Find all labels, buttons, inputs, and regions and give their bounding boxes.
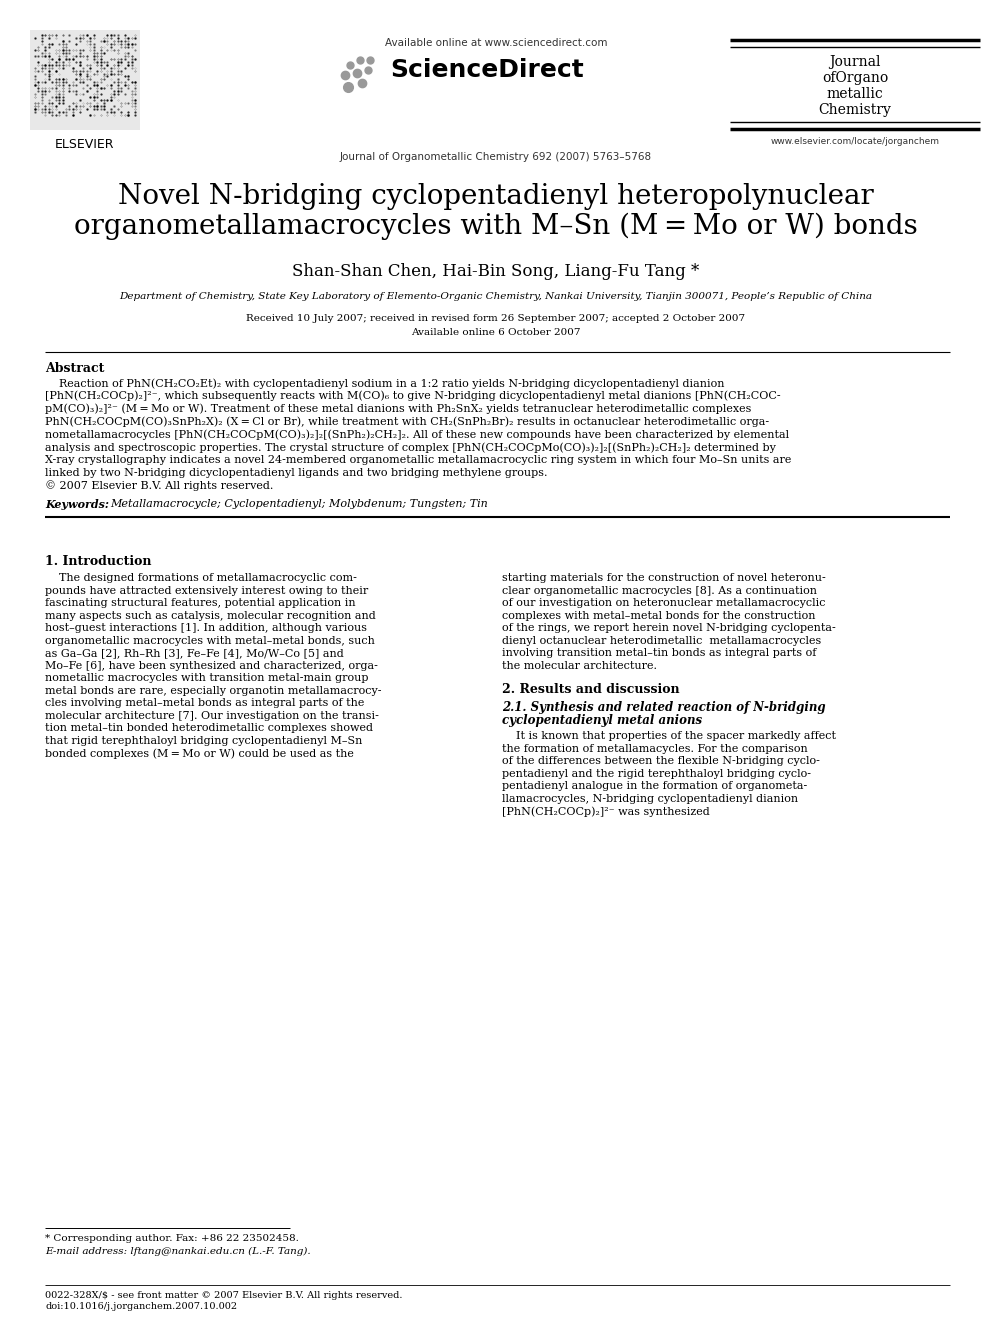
Text: doi:10.1016/j.jorganchem.2007.10.002: doi:10.1016/j.jorganchem.2007.10.002 — [45, 1302, 237, 1311]
Text: pounds have attracted extensively interest owing to their: pounds have attracted extensively intere… — [45, 586, 368, 595]
Text: linked by two N-bridging dicyclopentadienyl ligands and two bridging methylene g: linked by two N-bridging dicyclopentadie… — [45, 467, 548, 478]
Text: pM(CO)₃)₂]²⁻ (M = Mo or W). Treatment of these metal dianions with Ph₂SnX₂ yield: pM(CO)₃)₂]²⁻ (M = Mo or W). Treatment of… — [45, 404, 751, 414]
Text: The designed formations of metallamacrocyclic com-: The designed formations of metallamacroc… — [45, 573, 357, 583]
Text: pentadienyl and the rigid terephthaloyl bridging cyclo-: pentadienyl and the rigid terephthaloyl … — [502, 769, 811, 779]
Text: analysis and spectroscopic properties. The crystal structure of complex [PhN(CH₂: analysis and spectroscopic properties. T… — [45, 442, 776, 452]
Text: 1. Introduction: 1. Introduction — [45, 556, 152, 568]
Text: [PhN(CH₂COCp)₂]²⁻ was synthesized: [PhN(CH₂COCp)₂]²⁻ was synthesized — [502, 806, 709, 816]
Text: Metallamacrocycle; Cyclopentadienyl; Molybdenum; Tungsten; Tin: Metallamacrocycle; Cyclopentadienyl; Mol… — [110, 499, 488, 509]
Text: ofOrgano: ofOrgano — [822, 71, 888, 85]
Text: Available online at www.sciencedirect.com: Available online at www.sciencedirect.co… — [385, 38, 607, 48]
Text: clear organometallic macrocycles [8]. As a continuation: clear organometallic macrocycles [8]. As… — [502, 586, 817, 595]
Text: nometallic macrocycles with transition metal-main group: nometallic macrocycles with transition m… — [45, 673, 368, 683]
Text: [PhN(CH₂COCp)₂]²⁻, which subsequently reacts with M(CO)₆ to give N-bridging dicy: [PhN(CH₂COCp)₂]²⁻, which subsequently re… — [45, 390, 781, 401]
Text: cles involving metal–metal bonds as integral parts of the: cles involving metal–metal bonds as inte… — [45, 699, 364, 708]
Text: organometallic macrocycles with metal–metal bonds, such: organometallic macrocycles with metal–me… — [45, 635, 375, 646]
Text: of the differences between the flexible N-bridging cyclo-: of the differences between the flexible … — [502, 757, 819, 766]
Text: fascinating structural features, potential application in: fascinating structural features, potenti… — [45, 598, 355, 609]
Text: host–guest interactions [1]. In addition, although various: host–guest interactions [1]. In addition… — [45, 623, 367, 634]
Text: * Corresponding author. Fax: +86 22 23502458.: * Corresponding author. Fax: +86 22 2350… — [45, 1234, 299, 1244]
Text: Reaction of PhN(CH₂CO₂Et)₂ with cyclopentadienyl sodium in a 1:2 ratio yields N-: Reaction of PhN(CH₂CO₂Et)₂ with cyclopen… — [45, 378, 724, 389]
Text: Chemistry: Chemistry — [818, 103, 892, 116]
Text: llamacrocycles, N-bridging cyclopentadienyl dianion: llamacrocycles, N-bridging cyclopentadie… — [502, 794, 799, 803]
Text: Department of Chemistry, State Key Laboratory of Elemento-Organic Chemistry, Nan: Department of Chemistry, State Key Labor… — [119, 292, 873, 302]
Text: metal bonds are rare, especially organotin metallamacrocy-: metal bonds are rare, especially organot… — [45, 685, 382, 696]
Text: that rigid terephthaloyl bridging cyclopentadienyl M–Sn: that rigid terephthaloyl bridging cyclop… — [45, 736, 362, 746]
Text: © 2007 Elsevier B.V. All rights reserved.: © 2007 Elsevier B.V. All rights reserved… — [45, 480, 274, 491]
Text: X-ray crystallography indicates a novel 24-membered organometallic metallamacroc: X-ray crystallography indicates a novel … — [45, 455, 792, 464]
Text: Novel N-bridging cyclopentadienyl heteropolynuclear: Novel N-bridging cyclopentadienyl hetero… — [118, 183, 874, 210]
Text: Shan-Shan Chen, Hai-Bin Song, Liang-Fu Tang *: Shan-Shan Chen, Hai-Bin Song, Liang-Fu T… — [293, 263, 699, 280]
Text: E-mail address: lftang@nankai.edu.cn (L.-F. Tang).: E-mail address: lftang@nankai.edu.cn (L.… — [45, 1248, 310, 1256]
Text: involving transition metal–tin bonds as integral parts of: involving transition metal–tin bonds as … — [502, 648, 816, 659]
Text: organometallamacrocycles with M–Sn (M = Mo or W) bonds: organometallamacrocycles with M–Sn (M = … — [74, 213, 918, 241]
Text: Journal of Organometallic Chemistry 692 (2007) 5763–5768: Journal of Organometallic Chemistry 692 … — [340, 152, 652, 161]
Text: Available online 6 October 2007: Available online 6 October 2007 — [412, 328, 580, 337]
Text: complexes with metal–metal bonds for the construction: complexes with metal–metal bonds for the… — [502, 611, 815, 620]
Text: as Ga–Ga [2], Rh–Rh [3], Fe–Fe [4], Mo/W–Co [5] and: as Ga–Ga [2], Rh–Rh [3], Fe–Fe [4], Mo/W… — [45, 648, 344, 659]
Text: Keywords:: Keywords: — [45, 499, 109, 511]
Text: of the rings, we report herein novel N-bridging cyclopenta-: of the rings, we report herein novel N-b… — [502, 623, 835, 634]
Text: metallic: metallic — [826, 87, 883, 101]
Text: many aspects such as catalysis, molecular recognition and: many aspects such as catalysis, molecula… — [45, 611, 376, 620]
Text: Received 10 July 2007; received in revised form 26 September 2007; accepted 2 Oc: Received 10 July 2007; received in revis… — [246, 314, 746, 323]
Text: the formation of metallamacycles. For the comparison: the formation of metallamacycles. For th… — [502, 744, 807, 754]
Text: the molecular architecture.: the molecular architecture. — [502, 660, 657, 671]
Text: 2. Results and discussion: 2. Results and discussion — [502, 683, 680, 696]
Text: ScienceDirect: ScienceDirect — [390, 58, 583, 82]
Text: It is known that properties of the spacer markedly affect: It is known that properties of the space… — [502, 732, 836, 741]
Text: 0022-328X/$ - see front matter © 2007 Elsevier B.V. All rights reserved.: 0022-328X/$ - see front matter © 2007 El… — [45, 1291, 403, 1301]
Text: of our investigation on heteronuclear metallamacrocyclic: of our investigation on heteronuclear me… — [502, 598, 825, 609]
Text: nometallamacrocycles [PhN(CH₂COCpM(CO)₃)₂]₂[(SnPh₂)₂CH₂]₂. All of these new comp: nometallamacrocycles [PhN(CH₂COCpM(CO)₃)… — [45, 429, 789, 439]
Text: Journal: Journal — [829, 56, 881, 69]
Text: bonded complexes (M = Mo or W) could be used as the: bonded complexes (M = Mo or W) could be … — [45, 749, 354, 759]
Text: www.elsevier.com/locate/jorganchem: www.elsevier.com/locate/jorganchem — [771, 138, 939, 146]
Text: dienyl octanuclear heterodimetallic  metallamacrocycles: dienyl octanuclear heterodimetallic meta… — [502, 635, 821, 646]
Text: pentadienyl analogue in the formation of organometa-: pentadienyl analogue in the formation of… — [502, 781, 807, 791]
Text: tion metal–tin bonded heterodimetallic complexes showed: tion metal–tin bonded heterodimetallic c… — [45, 724, 373, 733]
Text: starting materials for the construction of novel heteronu-: starting materials for the construction … — [502, 573, 825, 583]
Bar — [30, 30, 140, 130]
Text: molecular architecture [7]. Our investigation on the transi-: molecular architecture [7]. Our investig… — [45, 710, 379, 721]
Text: 2.1. Synthesis and related reaction of N-bridging: 2.1. Synthesis and related reaction of N… — [502, 701, 825, 714]
Text: Mo–Fe [6], have been synthesized and characterized, orga-: Mo–Fe [6], have been synthesized and cha… — [45, 660, 378, 671]
Text: cyclopentadienyl metal anions: cyclopentadienyl metal anions — [502, 714, 702, 728]
Text: Abstract: Abstract — [45, 363, 104, 374]
Text: ELSEVIER: ELSEVIER — [56, 138, 115, 151]
Text: PhN(CH₂COCpM(CO)₃SnPh₂X)₂ (X = Cl or Br), while treatment with CH₂(SnPh₂Br)₂ res: PhN(CH₂COCpM(CO)₃SnPh₂X)₂ (X = Cl or Br)… — [45, 417, 769, 427]
